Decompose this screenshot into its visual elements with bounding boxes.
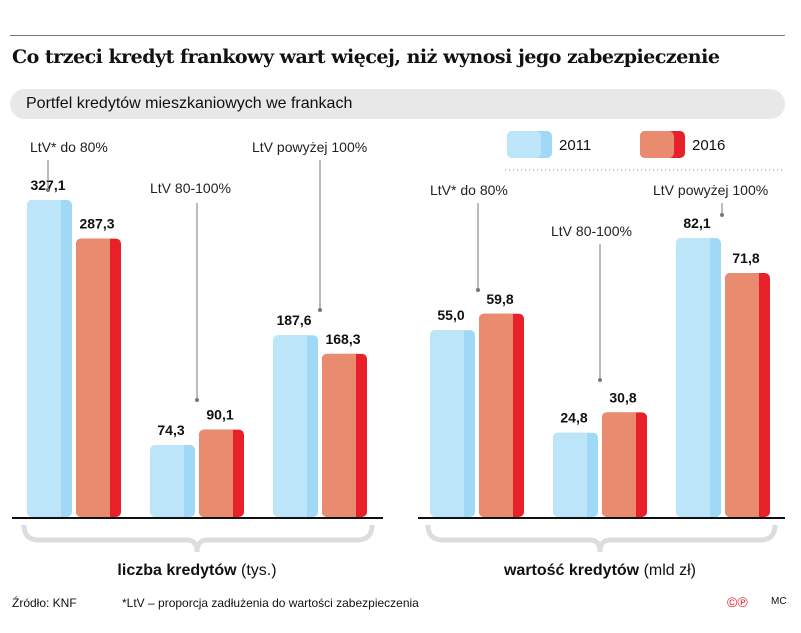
value-label: 59,8 [486, 291, 513, 307]
bar-fill-2016 [507, 313, 513, 517]
bar-fill-2011 [301, 335, 307, 517]
value-label: 168,3 [325, 331, 360, 347]
bar-2016 [725, 273, 759, 517]
bar-2016 [322, 353, 356, 517]
category-label: LtV* do 80% [30, 139, 108, 155]
value-label: 74,3 [157, 422, 184, 438]
value-label: 30,8 [609, 389, 636, 405]
bar-fill-2016 [227, 429, 233, 517]
bar-2011 [553, 432, 587, 517]
copyright-icon: ©℗ [727, 594, 748, 610]
bar-fill-2016 [630, 412, 636, 517]
category-label: LtV 80-100% [551, 223, 632, 239]
chart-subtitle: Portfel kredytów mieszkaniowych we frank… [26, 95, 353, 112]
leader-dot [195, 398, 199, 402]
value-label: 55,0 [437, 307, 464, 323]
value-label: 187,6 [276, 312, 311, 328]
category-label: LtV* do 80% [430, 182, 508, 198]
bar-2016 [602, 412, 636, 517]
footnote: *LtV – proporcja zadłużenia do wartości … [122, 596, 419, 610]
bar-2011 [150, 444, 184, 517]
value-label: 24,8 [560, 410, 587, 426]
legend-swatch-fill [507, 131, 541, 158]
bar-fill-2011 [55, 200, 61, 517]
bar-2011 [676, 238, 710, 517]
bar-2011 [430, 330, 464, 517]
legend-label: 2016 [692, 137, 725, 154]
bar-2016 [199, 429, 233, 517]
category-label: LtV powyżej 100% [252, 139, 367, 155]
brace [21, 524, 375, 553]
source-note: Źródło: KNF [12, 596, 77, 610]
value-label: 71,8 [732, 250, 759, 266]
brace [425, 524, 778, 553]
bar-2011 [27, 200, 61, 517]
leader-dot [318, 308, 322, 312]
leader-dot [720, 213, 724, 217]
leader-dot [46, 188, 50, 192]
subtitle-bar [10, 89, 785, 119]
bar-2016 [76, 238, 110, 517]
bar-fill-2011 [704, 238, 710, 517]
category-label: LtV powyżej 100% [653, 182, 768, 198]
value-label: 287,3 [79, 216, 114, 232]
bar-2016 [479, 313, 513, 517]
author-initials: MC [771, 596, 787, 607]
legend-swatch-fill [640, 131, 674, 158]
bar-fill-2011 [458, 330, 464, 517]
axis-label: wartość kredytów (mld zł) [503, 562, 696, 579]
leader-dot [476, 288, 480, 292]
bar-fill-2016 [104, 238, 110, 517]
axis-label: liczba kredytów (tys.) [117, 562, 276, 579]
bar-2011 [273, 335, 307, 517]
bar-fill-2011 [178, 444, 184, 517]
top-divider [10, 35, 785, 36]
category-label: LtV 80-100% [150, 180, 231, 196]
value-label: 82,1 [683, 215, 710, 231]
leader-dot [598, 378, 602, 382]
legend-label: 2011 [559, 137, 591, 154]
value-label: 90,1 [206, 407, 233, 423]
chart-title: Co trzeci kredyt frankowy wart więcej, n… [12, 46, 720, 68]
bar-fill-2011 [581, 432, 587, 517]
bar-fill-2016 [753, 273, 759, 517]
bar-fill-2016 [350, 353, 356, 517]
